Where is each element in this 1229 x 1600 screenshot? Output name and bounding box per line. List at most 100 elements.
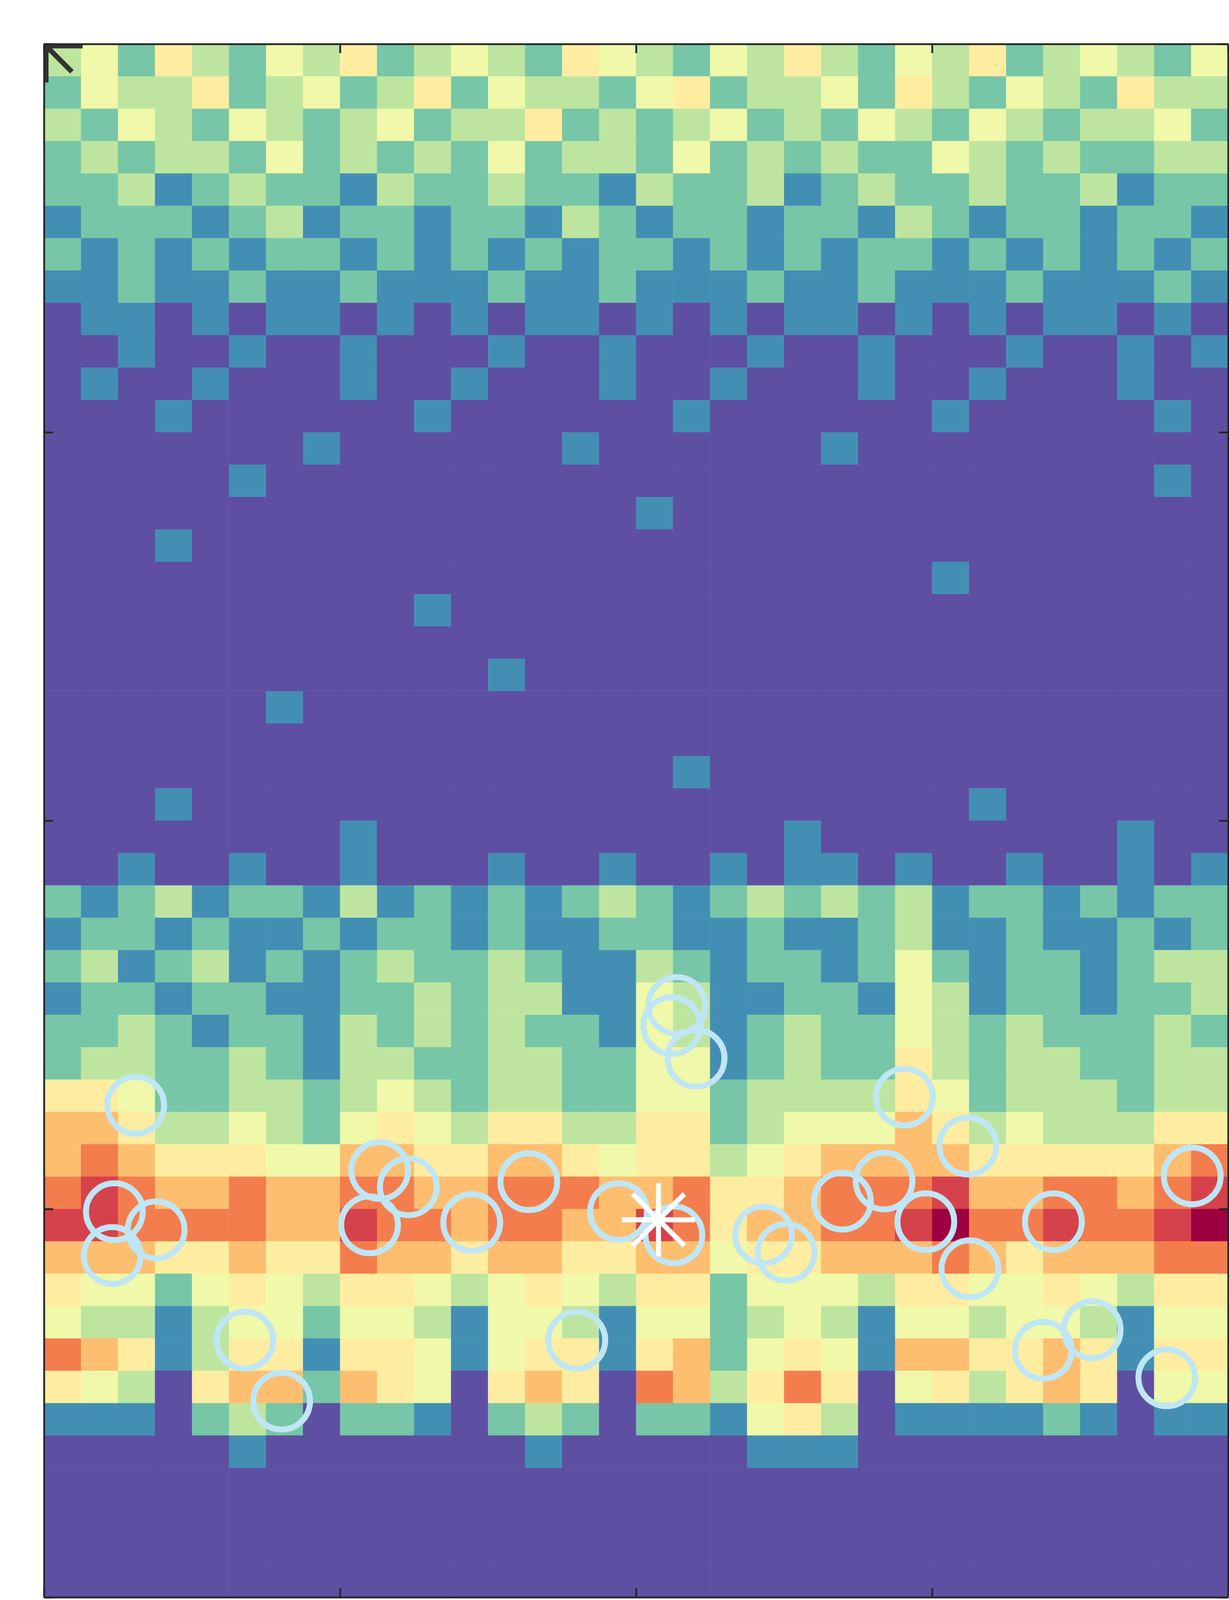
heatmap-cell xyxy=(1153,270,1192,304)
heatmap-cell xyxy=(1080,303,1118,336)
heatmap-cell xyxy=(636,691,674,724)
heatmap-cell xyxy=(784,917,822,951)
heatmap-cell xyxy=(1191,173,1229,206)
heatmap-cell xyxy=(562,1111,600,1145)
heatmap-cell xyxy=(191,1111,229,1145)
heatmap-cell xyxy=(265,561,304,595)
heatmap-cell xyxy=(81,594,119,627)
heatmap-cell xyxy=(599,723,637,757)
heatmap-cell xyxy=(265,76,304,109)
heatmap-cell xyxy=(1191,108,1229,141)
heatmap-cell xyxy=(191,853,229,886)
heatmap-cell xyxy=(747,205,785,239)
heatmap-cell xyxy=(599,594,637,627)
heatmap-cell xyxy=(265,820,304,854)
heatmap-cell xyxy=(118,140,156,174)
tick-mark xyxy=(43,43,54,46)
heatmap-cell xyxy=(562,917,600,951)
heatmap-cell xyxy=(709,529,748,563)
heatmap-cell xyxy=(562,1467,600,1501)
heatmap-cell xyxy=(228,658,266,692)
heatmap-cell xyxy=(562,820,600,854)
heatmap-cell xyxy=(636,270,674,304)
heatmap-cell xyxy=(43,76,82,109)
heatmap-cell xyxy=(784,756,822,789)
heatmap-cell xyxy=(340,1467,378,1501)
heatmap-cell xyxy=(636,1532,674,1566)
scatter-point xyxy=(648,977,706,1035)
heatmap-cell xyxy=(709,1500,748,1533)
heatmap-cell xyxy=(1116,108,1154,141)
heatmap-cell xyxy=(303,1209,341,1242)
heatmap-cell xyxy=(450,853,488,886)
heatmap-cell xyxy=(894,529,932,563)
heatmap-cell xyxy=(1191,140,1229,174)
heatmap-cell xyxy=(228,1467,266,1501)
heatmap-cell xyxy=(155,432,193,466)
heatmap-cell xyxy=(1153,1209,1192,1242)
heatmap-cell xyxy=(43,691,82,724)
heatmap-cell xyxy=(672,885,710,918)
heatmap-cell xyxy=(709,205,748,239)
heatmap-cell xyxy=(821,76,859,109)
heatmap-cell xyxy=(377,1467,415,1501)
heatmap-cell xyxy=(1043,108,1081,141)
heatmap-cell xyxy=(450,1435,488,1468)
heatmap-cell xyxy=(81,1500,119,1533)
heatmap-cell xyxy=(191,270,229,304)
heatmap-cell xyxy=(118,950,156,983)
heatmap-cell xyxy=(525,820,563,854)
heatmap-cell xyxy=(1191,1079,1229,1113)
heatmap-cell xyxy=(303,173,341,206)
heatmap-cell xyxy=(487,917,526,951)
heatmap-cell xyxy=(191,788,229,821)
heatmap-cell xyxy=(118,1435,156,1468)
heatmap-cell xyxy=(969,820,1007,854)
heatmap-cell xyxy=(81,1532,119,1566)
heatmap-cell xyxy=(155,464,193,498)
heatmap-cell xyxy=(1080,270,1118,304)
heatmap-cell xyxy=(487,497,526,530)
heatmap-cell xyxy=(1006,1467,1044,1501)
x-axis xyxy=(44,1588,1229,1598)
heatmap-cell xyxy=(340,205,378,239)
heatmap-cell xyxy=(1043,400,1081,433)
heatmap-cell xyxy=(1006,1564,1044,1598)
heatmap-cell xyxy=(969,367,1007,401)
heatmap-cell xyxy=(1116,270,1154,304)
heatmap-cell xyxy=(228,626,266,660)
heatmap-cell xyxy=(1153,1500,1192,1533)
heatmap-cell xyxy=(1116,1144,1154,1177)
heatmap-cell xyxy=(672,173,710,206)
heatmap-cell xyxy=(1043,205,1081,239)
heatmap-cell xyxy=(894,820,932,854)
heatmap-cell xyxy=(43,885,82,918)
heatmap-cell xyxy=(450,1079,488,1113)
heatmap-cell xyxy=(1153,1111,1192,1145)
heatmap-cell xyxy=(413,1500,451,1533)
heatmap-cell xyxy=(747,270,785,304)
tick-mark xyxy=(1218,1597,1229,1599)
heatmap-cell xyxy=(43,529,82,563)
heatmap-cell xyxy=(413,756,451,789)
heatmap-cell xyxy=(81,464,119,498)
heatmap-cell xyxy=(450,529,488,563)
heatmap-cell xyxy=(1191,1564,1229,1598)
heatmap-cell xyxy=(747,853,785,886)
heatmap-cell xyxy=(636,335,674,368)
heatmap-cell xyxy=(931,303,970,336)
heatmap-cell xyxy=(155,238,193,271)
heatmap-cell xyxy=(191,464,229,498)
heatmap-cell xyxy=(1153,1047,1192,1080)
heatmap-cell xyxy=(636,432,674,466)
heatmap-cell xyxy=(747,917,785,951)
tick-mark xyxy=(931,1588,934,1598)
heatmap-cell xyxy=(377,626,415,660)
heatmap-cell xyxy=(155,1435,193,1468)
heatmap-cell xyxy=(191,1435,229,1468)
tick-mark xyxy=(931,43,934,54)
heatmap-cell xyxy=(303,1014,341,1048)
heatmap-cell xyxy=(1080,76,1118,109)
heatmap-cell xyxy=(562,1144,600,1177)
heatmap-cell xyxy=(303,788,341,821)
